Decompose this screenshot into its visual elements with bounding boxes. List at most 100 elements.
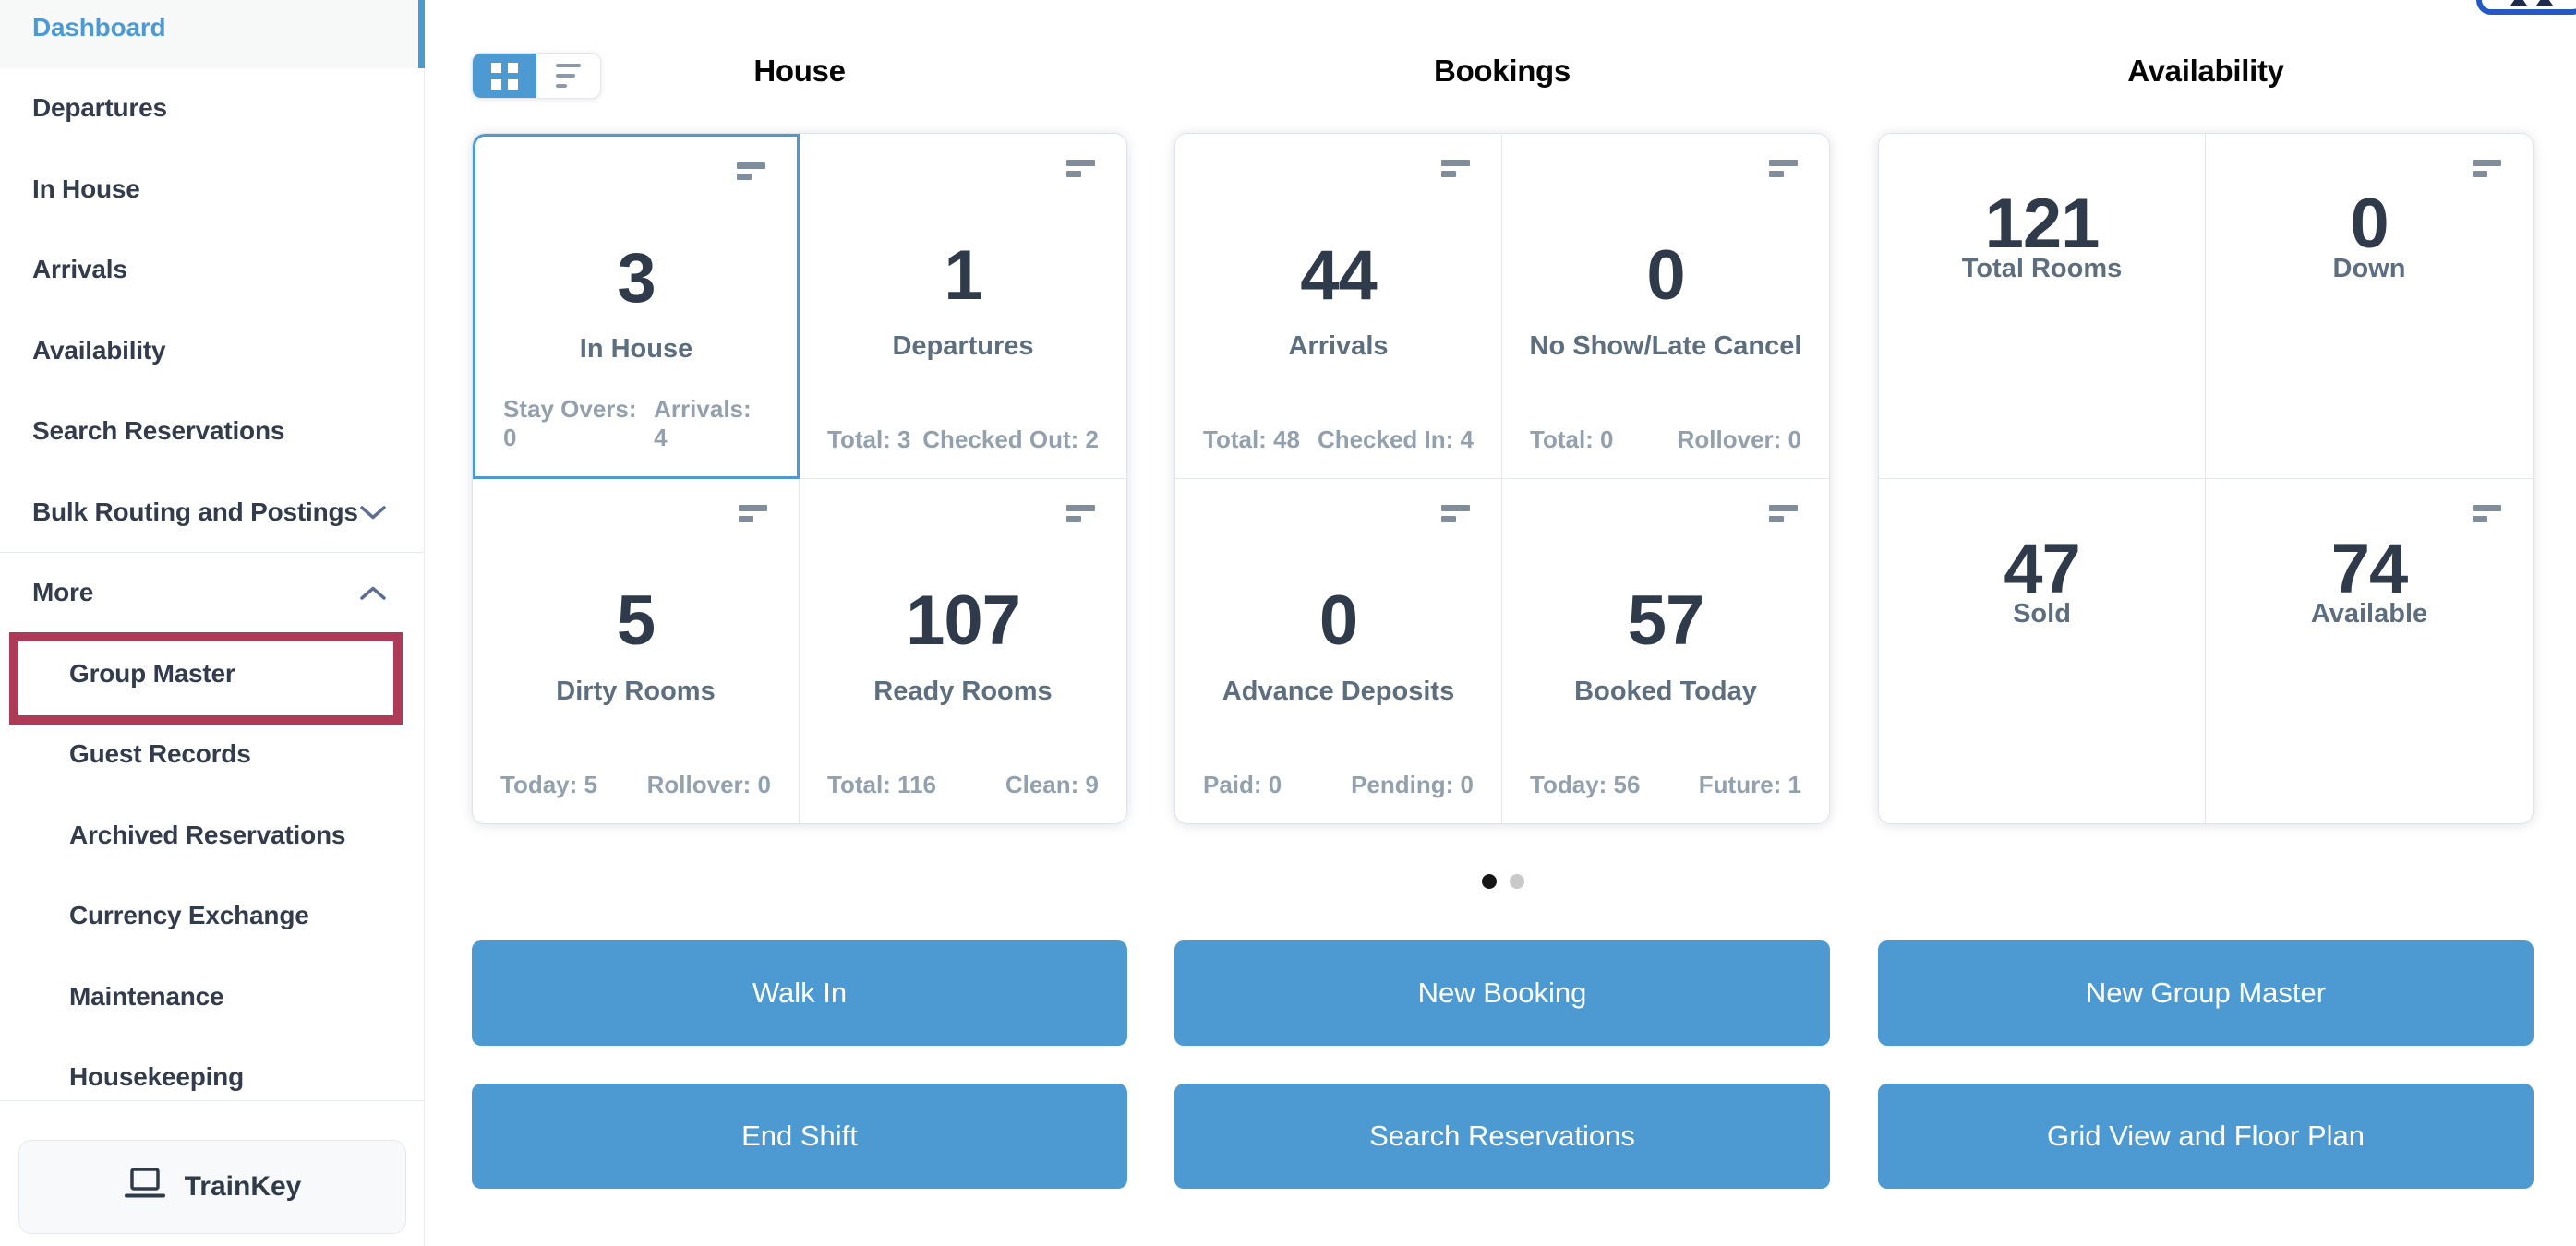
- grid-view-floor-plan-button[interactable]: Grid View and Floor Plan: [1878, 1084, 2534, 1189]
- pagination-dots: [472, 874, 2534, 889]
- card-stat-left: Today: 56: [1530, 771, 1641, 798]
- chevron-up-icon: [359, 578, 387, 607]
- search-reservations-button[interactable]: Search Reservations: [1174, 1084, 1830, 1189]
- card-stat-left: Stay Overs: 0: [503, 394, 637, 451]
- card-stats: Today: 56 Future: 1: [1530, 771, 1801, 799]
- sidebar-item-departures[interactable]: Departures: [0, 68, 424, 150]
- availability-card-group: 121 Total Rooms 0 Down 47 Sold 74 Availa…: [1878, 133, 2534, 824]
- bars-icon[interactable]: [737, 162, 765, 180]
- card-total-rooms[interactable]: 121 Total Rooms: [1879, 134, 2206, 479]
- bars-icon[interactable]: [2473, 160, 2501, 177]
- card-ready-rooms[interactable]: 107 Ready Rooms Total: 116 Clean: 9: [800, 478, 1126, 823]
- section-title-availability: Availability: [2127, 54, 2284, 88]
- sidebar-item-label: Search Reservations: [32, 416, 285, 446]
- trainkey-label: TrainKey: [184, 1171, 302, 1202]
- sidebar-divider: [0, 1100, 425, 1101]
- sidebar-item-label: Group Master: [69, 658, 235, 688]
- card-sold[interactable]: 47 Sold: [1879, 478, 2206, 823]
- list-lines-icon: [556, 64, 581, 88]
- card-stat-left: Total: 3: [827, 425, 911, 453]
- card-value: 57: [1627, 581, 1705, 660]
- sidebar-item-housekeeping[interactable]: Housekeeping: [0, 1037, 424, 1119]
- sidebar-item-availability[interactable]: Availability: [0, 310, 424, 391]
- walk-in-button[interactable]: Walk In: [472, 940, 1127, 1046]
- sidebar-item-search-reservations[interactable]: Search Reservations: [0, 391, 424, 473]
- card-down[interactable]: 0 Down: [2206, 134, 2533, 479]
- card-stats: Today: 5 Rollover: 0: [500, 771, 771, 799]
- view-toggle: [472, 53, 601, 99]
- sidebar-item-in-house[interactable]: In House: [0, 149, 424, 230]
- sidebar-item-bulk-routing-and-postings[interactable]: Bulk Routing and Postings: [0, 472, 424, 553]
- card-label: Total Rooms: [1961, 254, 2123, 283]
- sidebar-item-label: Archived Reservations: [69, 820, 346, 849]
- new-booking-button[interactable]: New Booking: [1174, 940, 1830, 1046]
- section-title-bookings: Bookings: [1434, 54, 1571, 88]
- card-value: 0: [1318, 581, 1358, 660]
- card-label: Ready Rooms: [873, 676, 1053, 706]
- sidebar-item-currency-exchange[interactable]: Currency Exchange: [0, 876, 424, 957]
- bars-icon[interactable]: [739, 504, 767, 522]
- house-card-group: 3 In House Stay Overs: 0 Arrivals: 4 1 D…: [472, 133, 1127, 824]
- sidebar-item-label: Dashboard: [32, 12, 166, 42]
- end-shift-button[interactable]: End Shift: [472, 1084, 1127, 1189]
- sidebar-item-dashboard[interactable]: Dashboard: [0, 0, 425, 68]
- card-dirty-rooms[interactable]: 5 Dirty Rooms Today: 5 Rollover: 0: [473, 478, 800, 823]
- card-arrivals[interactable]: 44 Arrivals Total: 48 Checked In: 4: [1175, 134, 1502, 479]
- card-value: 47: [2004, 529, 2081, 608]
- card-label: Dirty Rooms: [556, 676, 716, 706]
- card-label: Sold: [2013, 598, 2071, 629]
- card-label: Down: [2332, 254, 2406, 283]
- card-stat-left: Total: 0: [1530, 425, 1614, 453]
- bars-icon[interactable]: [1441, 160, 1470, 177]
- card-stat-right: Clean: 9: [1005, 771, 1099, 798]
- sidebar-item-arrivals[interactable]: Arrivals: [0, 230, 424, 311]
- list-view-button[interactable]: [536, 54, 600, 98]
- card-value: 0: [1646, 236, 1685, 315]
- bars-icon[interactable]: [2473, 504, 2501, 522]
- card-available[interactable]: 74 Available: [2206, 478, 2533, 823]
- pagination-dot[interactable]: [1509, 874, 1524, 889]
- card-booked-today[interactable]: 57 Booked Today Today: 56 Future: 1: [1502, 478, 1829, 823]
- bars-icon[interactable]: [1066, 504, 1095, 522]
- bars-icon[interactable]: [1769, 160, 1798, 177]
- card-stats: Paid: 0 Pending: 0: [1203, 771, 1474, 799]
- bars-icon[interactable]: [1769, 504, 1798, 522]
- card-no-show-late-cancel[interactable]: 0 No Show/Late Cancel Total: 0 Rollover:…: [1502, 134, 1829, 479]
- card-label: Arrivals: [1288, 331, 1389, 361]
- sidebar-item-label: Guest Records: [69, 739, 251, 769]
- new-group-master-button[interactable]: New Group Master: [1878, 940, 2534, 1046]
- card-label: Booked Today: [1574, 676, 1757, 706]
- card-advance-deposits[interactable]: 0 Advance Deposits Paid: 0 Pending: 0: [1175, 478, 1502, 823]
- card-label: In House: [579, 334, 693, 364]
- card-stat-right: Rollover: 0: [1677, 425, 1801, 453]
- sidebar-item-label: In House: [32, 174, 140, 203]
- card-departures[interactable]: 1 Departures Total: 3 Checked Out: 2: [800, 134, 1126, 479]
- sidebar-item-label: More: [32, 578, 94, 607]
- sidebar-item-label: Departures: [32, 93, 167, 123]
- screen-annotation-widget: [2476, 0, 2576, 15]
- sidebar-item-maintenance[interactable]: Maintenance: [0, 956, 424, 1037]
- sidebar-item-group-master[interactable]: Group Master: [0, 633, 424, 714]
- card-value: 44: [1300, 236, 1378, 315]
- sidebar-item-label: Currency Exchange: [69, 901, 309, 930]
- bars-icon[interactable]: [1441, 504, 1470, 522]
- sidebar-item-label: Housekeeping: [69, 1062, 244, 1092]
- trainkey-button[interactable]: TrainKey: [18, 1140, 406, 1234]
- sidebar-item-label: Maintenance: [69, 981, 224, 1011]
- sidebar-nav: Dashboard Departures In House Arrivals A…: [0, 0, 425, 1119]
- card-stat-left: Paid: 0: [1203, 771, 1282, 798]
- sidebar-item-more[interactable]: More: [0, 553, 424, 634]
- arrow-up-icon: [2510, 0, 2527, 6]
- card-stats: Total: 0 Rollover: 0: [1530, 425, 1801, 454]
- sidebar-item-guest-records[interactable]: Guest Records: [0, 714, 424, 796]
- sidebar-item-label: Availability: [32, 335, 166, 365]
- grid-view-button[interactable]: [473, 54, 536, 98]
- pagination-dot-active[interactable]: [1481, 874, 1497, 889]
- card-in-house[interactable]: 3 In House Stay Overs: 0 Arrivals: 4: [473, 134, 800, 479]
- card-stat-right: Checked Out: 2: [922, 425, 1099, 453]
- sidebar-item-archived-reservations[interactable]: Archived Reservations: [0, 795, 424, 876]
- sidebar: Dashboard Departures In House Arrivals A…: [0, 0, 425, 1246]
- bookings-card-group: 44 Arrivals Total: 48 Checked In: 4 0 No…: [1174, 133, 1830, 824]
- sidebar-divider: [0, 552, 425, 553]
- bars-icon[interactable]: [1066, 160, 1095, 177]
